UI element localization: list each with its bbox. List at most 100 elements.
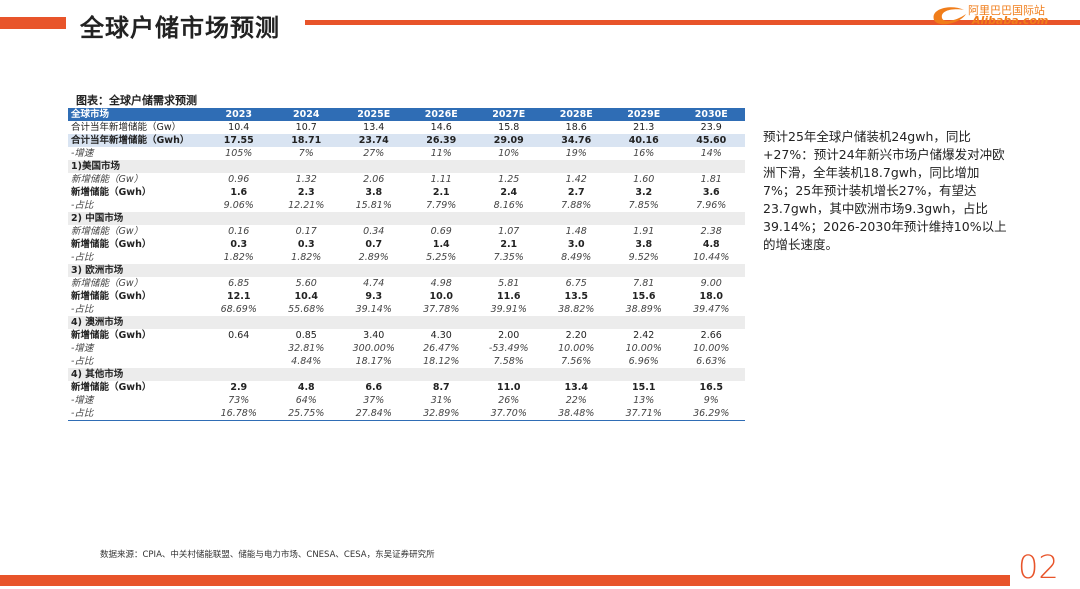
table-cell: 13.5 — [564, 291, 588, 302]
table-cell: 7.58% — [493, 356, 524, 367]
table-cell: 37% — [363, 395, 385, 406]
table-row: -增速 73% 64% 37% 31% 26% 22% 13% 9% — [68, 394, 745, 407]
table-cell: 0.85 — [295, 330, 317, 341]
table-cell: 2.06 — [363, 174, 385, 185]
table-cell: 4.8 — [702, 239, 720, 250]
table-cell: 31% — [430, 395, 452, 406]
table-cell: 2.42 — [633, 330, 655, 341]
table-row: 3) 欧洲市场 — [68, 264, 745, 277]
row-label: 2) 中国市场 — [68, 212, 745, 225]
table-cell: 19% — [565, 148, 587, 159]
table-row: 新增储能（Gwh） 12.1 10.4 9.3 10.0 11.6 13.5 15.6 18.0 — [68, 290, 745, 303]
table-cell: 12.21% — [288, 200, 325, 211]
header-line — [305, 20, 1080, 25]
table-cell: 68.69% — [220, 304, 257, 315]
table-cell: 7.79% — [426, 200, 457, 211]
table-cell: 2023 — [205, 108, 273, 121]
row-label: 新增储能（Gwh） — [71, 330, 152, 341]
table-cell: 15.6 — [632, 291, 656, 302]
table-cell: 27.84% — [355, 408, 392, 419]
table-cell: 7.85% — [628, 200, 659, 211]
table-cell: 300.00% — [352, 343, 395, 354]
table-cell: 2.20 — [565, 330, 587, 341]
table-cell: 0.3 — [230, 239, 248, 250]
table-cell: 2026E — [407, 108, 475, 121]
table-cell: 11.6 — [497, 291, 521, 302]
table-row: 新增储能（Gwh） 2.9 4.8 6.6 8.7 11.0 13.4 15.1 16.5 — [68, 381, 745, 394]
table-cell: 25.75% — [288, 408, 325, 419]
table-cell: 1.4 — [432, 239, 450, 250]
table-cell: 37.70% — [490, 408, 527, 419]
row-label: -占比 — [71, 304, 94, 315]
table-cell: 5.81 — [498, 278, 520, 289]
table-cell: 1.91 — [633, 226, 655, 237]
table-cell: 2.38 — [700, 226, 722, 237]
table-cell: 1.60 — [633, 174, 655, 185]
row-label: 新增储能（Gwh） — [71, 239, 152, 250]
table-cell — [205, 342, 273, 355]
table-cell: 5.60 — [295, 278, 317, 289]
table-cell: 2025E — [340, 108, 408, 121]
table-cell: 6.63% — [696, 356, 727, 367]
table-row: -占比 9.06% 12.21% 15.81% 7.79% 8.16% 7.88% 7.85%… — [68, 199, 745, 212]
table-cell: 1.11 — [430, 174, 452, 185]
row-label: -占比 — [71, 408, 94, 419]
logo-icon — [933, 7, 966, 25]
row-label: -增速 — [71, 343, 94, 354]
table-cell — [205, 355, 273, 368]
table-cell: 1.81 — [700, 174, 722, 185]
table-cell: 10.7 — [295, 122, 317, 133]
row-label: 合计当年新增储能（Gw） — [71, 122, 182, 133]
table-cell: 64% — [295, 395, 317, 406]
table-cell: 2.7 — [567, 187, 585, 198]
note-text: 预计25年全球户储装机24gwh，同比+27%：预计24年新兴市场户储爆发对冲欧… — [763, 129, 1007, 252]
table-cell: 0.64 — [228, 330, 250, 341]
row-label: 新增储能（Gw） — [71, 226, 144, 237]
table-cell: 2024 — [272, 108, 340, 121]
table-cell: 8.7 — [432, 382, 450, 393]
row-label: 3) 欧洲市场 — [68, 264, 745, 277]
row-label: 合计当年新增储能（Gwh） — [68, 134, 205, 147]
page-number: 02 — [1018, 548, 1059, 586]
table-cell: 15.1 — [632, 382, 656, 393]
table-cell: 2028E — [542, 108, 610, 121]
table-cell: 6.75 — [565, 278, 587, 289]
table-row: 新增储能（Gw） 0.16 0.17 0.34 0.69 1.07 1.48 1.91 2.38 — [68, 225, 745, 238]
table-row: -占比 1.82% 1.82% 2.89% 5.25% 7.35% 8.49% 9.52% 10… — [68, 251, 745, 264]
table-cell: 0.34 — [363, 226, 385, 237]
table-cell: 16.5 — [699, 382, 723, 393]
table-cell: 38.89% — [625, 304, 662, 315]
table-cell: 21.3 — [633, 122, 655, 133]
table-cell: 2.3 — [297, 187, 315, 198]
table-cell: 1.25 — [498, 174, 520, 185]
table-cell: 4.30 — [430, 330, 452, 341]
table-cell: 34.76 — [542, 134, 610, 147]
table-row: 1)美国市场 — [68, 160, 745, 173]
table-cell: 36.29% — [693, 408, 730, 419]
table-cell: 13% — [633, 395, 655, 406]
table-row: 新增储能（Gw） 6.85 5.60 4.74 4.98 5.81 6.75 7.81 9.00 — [68, 277, 745, 290]
table-cell: 13.4 — [363, 122, 385, 133]
table-row: 新增储能（Gwh） 0.64 0.85 3.40 4.30 2.00 2.20 2.42 2.6… — [68, 329, 745, 342]
table-cell: 37.71% — [625, 408, 662, 419]
table-cell: 11.0 — [497, 382, 521, 393]
slide-title: 全球户储市场预测 — [80, 14, 280, 42]
table-cell: 10.00% — [558, 343, 595, 354]
table-cell: 18.17% — [355, 356, 392, 367]
table-cell: 6.96% — [628, 356, 659, 367]
table-cell: 40.16 — [610, 134, 678, 147]
table-cell: 26.47% — [423, 343, 460, 354]
table-cell: 10.44% — [693, 252, 730, 263]
row-label: 新增储能（Gwh） — [71, 187, 152, 198]
table-cell: 13.4 — [564, 382, 588, 393]
table-cell: 1.07 — [498, 226, 520, 237]
table-cell: 1.6 — [230, 187, 248, 198]
table-cell: 4.84% — [291, 356, 322, 367]
table-cell: 2030E — [677, 108, 745, 121]
table-cell: 18.12% — [423, 356, 460, 367]
table-cell: 2.1 — [432, 187, 450, 198]
table-cell: 73% — [228, 395, 250, 406]
table-cell: 7.35% — [493, 252, 524, 263]
table-cell: 0.69 — [430, 226, 452, 237]
table-cell: 0.7 — [365, 239, 383, 250]
